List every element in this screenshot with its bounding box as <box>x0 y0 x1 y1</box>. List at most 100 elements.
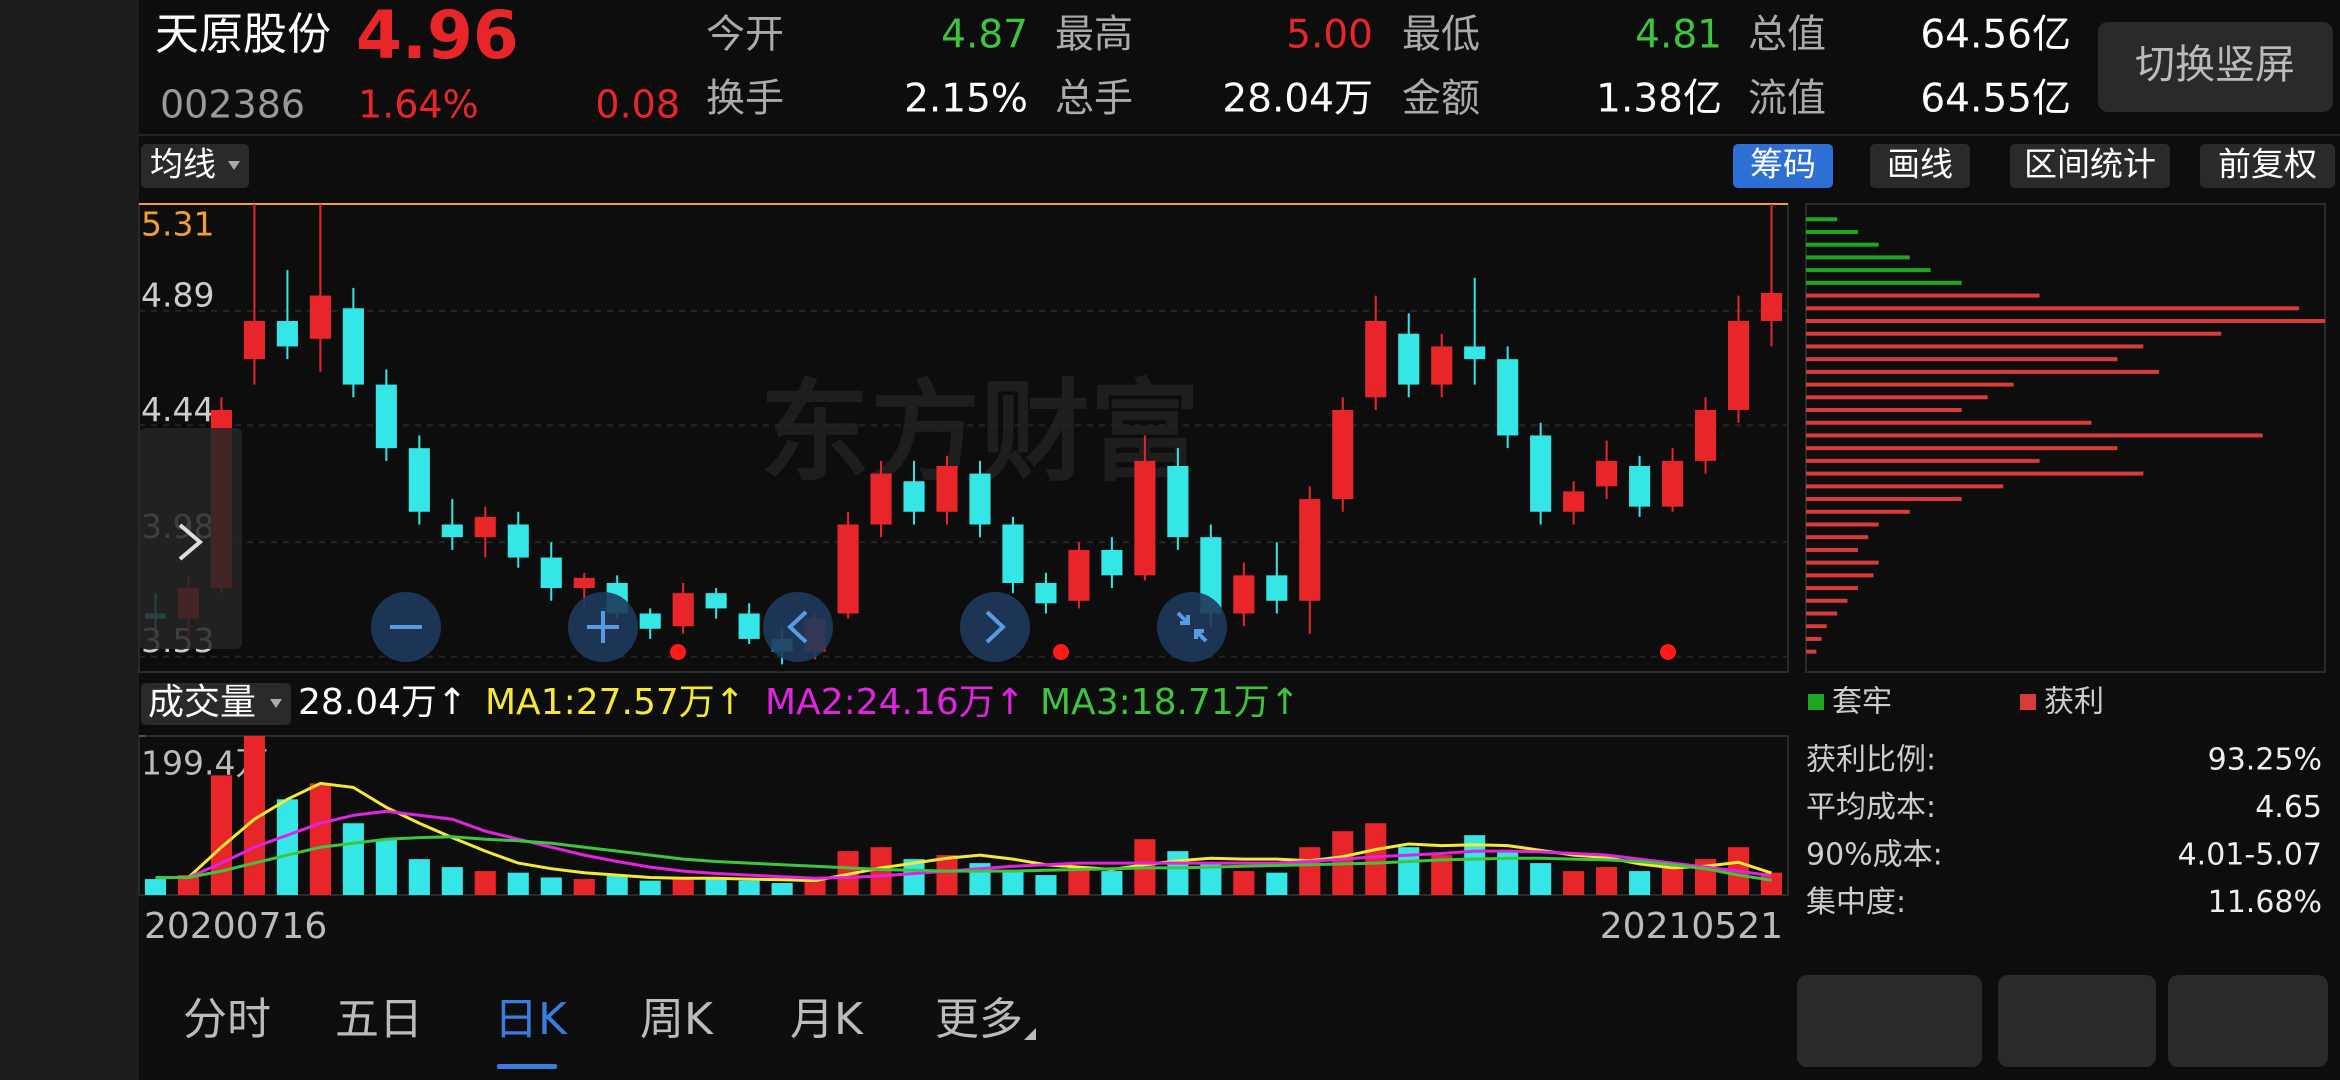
stock-code: 002386 <box>160 83 305 127</box>
candle-body <box>507 524 529 558</box>
chip-bar <box>1806 497 1962 502</box>
chip-stat-label: 90%成本: <box>1806 838 1943 873</box>
volume-bar <box>738 880 760 895</box>
side-panel-handle[interactable] <box>139 428 242 649</box>
volume-bar <box>1563 871 1585 895</box>
volume-bar <box>375 839 397 895</box>
stock-price: 4.96 <box>356 0 519 74</box>
candle-body <box>1596 460 1618 487</box>
ma-line <box>155 781 1772 883</box>
chip-bar <box>1806 649 1817 654</box>
quote-label: 总值 <box>1748 13 1826 58</box>
candle-body <box>1200 537 1222 614</box>
volume-bar <box>1035 875 1057 895</box>
volume-bar <box>177 875 200 895</box>
next-button[interactable] <box>960 592 1030 662</box>
next-stock-button[interactable] <box>2168 975 2328 1067</box>
prev-button[interactable] <box>763 592 833 662</box>
tab[interactable]: 日K <box>494 994 568 1045</box>
candle-body <box>375 384 397 449</box>
candle-body <box>309 295 331 339</box>
chip-stat-value: 93.25% <box>2208 743 2322 778</box>
tab[interactable]: 更多 <box>935 994 1023 1045</box>
volume-indicator-button[interactable] <box>141 683 291 725</box>
candle-body <box>1068 549 1090 601</box>
volume-bar <box>1365 823 1387 895</box>
chip-bar <box>1806 535 1869 540</box>
candle-body <box>1233 575 1255 614</box>
candle-body <box>1266 575 1288 601</box>
candle-body <box>1431 346 1453 385</box>
y-tick-label: 4.44 <box>141 390 214 429</box>
tool-button[interactable] <box>1870 144 1970 188</box>
candle-body <box>441 524 463 538</box>
rotate-button[interactable] <box>2098 22 2333 112</box>
candle-body <box>243 321 265 360</box>
quote-value: 4.87 <box>941 13 1028 58</box>
remove-watch-button[interactable] <box>1797 975 1982 1067</box>
volume-bar <box>903 859 925 895</box>
chip-bar <box>1806 509 1910 514</box>
more-icon <box>1024 1028 1036 1040</box>
legend-swatch <box>1808 694 1824 710</box>
candle-body <box>639 613 661 629</box>
tool-button[interactable] <box>2010 144 2170 188</box>
chip-bar <box>1806 306 2300 311</box>
chip-bar <box>1806 319 2325 323</box>
volume-bar <box>1068 867 1090 895</box>
candle-body <box>1365 321 1387 398</box>
volume-bar <box>507 872 529 895</box>
tab[interactable]: 月K <box>790 994 864 1045</box>
candle-body <box>408 448 430 512</box>
chip-stat-label: 集中度: <box>1806 885 1906 920</box>
chip-bar <box>1806 331 2222 336</box>
tool-label: 前复权 <box>2218 145 2317 184</box>
chip-frame <box>1805 203 2326 673</box>
volume-bar <box>1002 871 1024 895</box>
candle-body <box>1167 465 1189 538</box>
left-icon <box>787 610 808 644</box>
volume-bar <box>144 879 167 895</box>
volume-bar <box>1398 847 1420 895</box>
tool-label: 画线 <box>1887 145 1953 184</box>
reset-button[interactable] <box>1157 592 1227 662</box>
candle-body <box>1563 491 1585 512</box>
signal-dot <box>1053 644 1069 660</box>
chip-bar <box>1806 293 2040 298</box>
volume-bar <box>1530 863 1552 895</box>
quote-value: 64.56亿 <box>1920 13 2071 58</box>
ma-line <box>155 835 1772 882</box>
ma-legend: MA1:27.57万↑ <box>485 682 745 723</box>
chip-bar <box>1806 344 2144 349</box>
candle-body <box>342 308 364 385</box>
volume-bar <box>573 879 595 895</box>
volume-bar <box>342 823 364 895</box>
volume-bar <box>276 799 298 895</box>
dropdown-icon <box>270 699 282 708</box>
max-price-label: 5.31 <box>141 205 214 244</box>
tab[interactable]: 五日 <box>335 994 423 1045</box>
indicator-button[interactable] <box>141 144 249 188</box>
date-label: 20200716 <box>144 906 327 947</box>
volume-bar <box>408 859 430 895</box>
candle-body <box>1760 293 1783 321</box>
tab[interactable]: 周K <box>640 994 714 1045</box>
chip-stat-label: 获利比例: <box>1806 743 1936 778</box>
volume-bar <box>705 879 727 895</box>
tab[interactable]: 分时 <box>183 994 271 1045</box>
candle-body <box>474 516 496 538</box>
signal-dot <box>1660 644 1676 660</box>
volume-bar <box>1299 847 1321 895</box>
chip-bar <box>1806 547 1858 552</box>
tool-button[interactable] <box>1733 144 1833 188</box>
volume-bar <box>1629 871 1651 895</box>
prev-stock-button[interactable] <box>1998 975 2156 1067</box>
candle-body <box>672 593 694 627</box>
volume-bar <box>474 871 496 895</box>
tool-button[interactable] <box>2200 144 2335 188</box>
chip-bar <box>1806 242 1879 247</box>
chevron-right <box>178 523 204 561</box>
candle-body <box>1530 435 1552 512</box>
volume-bar <box>1200 863 1222 895</box>
